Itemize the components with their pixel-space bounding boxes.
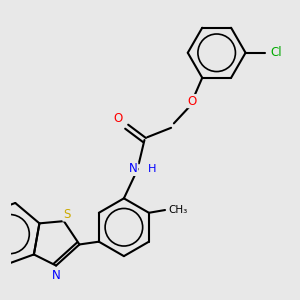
Text: Cl: Cl [270, 46, 282, 59]
Text: O: O [114, 112, 123, 125]
Text: CH₃: CH₃ [168, 205, 188, 215]
Text: O: O [188, 94, 197, 108]
Text: H: H [147, 164, 156, 174]
Text: N: N [52, 269, 61, 282]
Text: S: S [63, 208, 70, 221]
Text: N: N [129, 162, 138, 176]
